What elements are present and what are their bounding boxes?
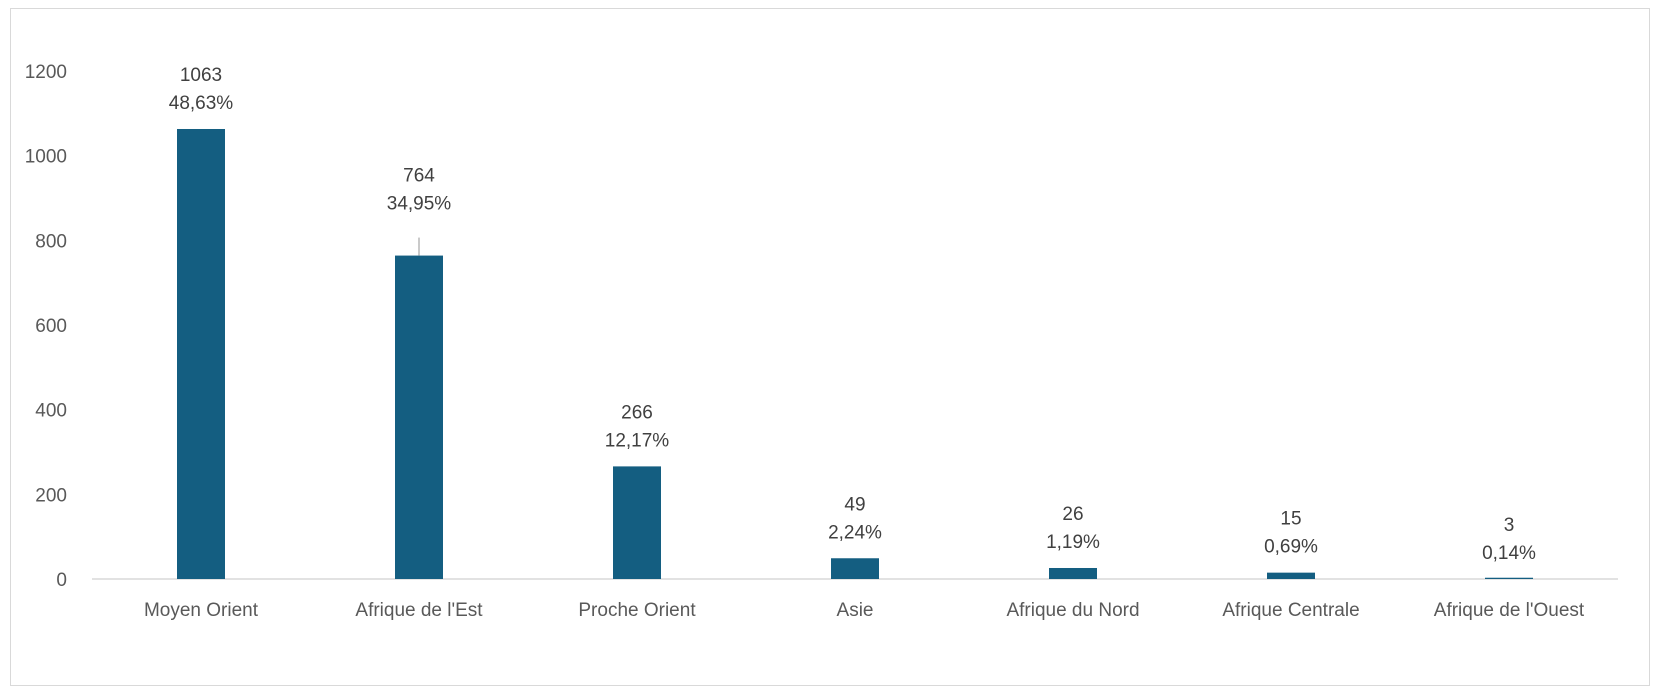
bar [1049, 567, 1097, 579]
bar [1267, 572, 1315, 579]
data-label-percent: 12,17% [605, 430, 670, 451]
data-label-percent: 1,19% [1046, 532, 1100, 553]
data-label-value: 764 [403, 166, 435, 187]
bar [177, 128, 225, 579]
y-tick-label: 400 [35, 401, 67, 422]
bar [395, 255, 443, 579]
data-label-percent: 34,95% [387, 194, 452, 215]
x-category-label: Afrique de l'Ouest [1434, 600, 1585, 621]
x-category-label: Proche Orient [578, 600, 696, 621]
x-category-label: Afrique de l'Est [355, 600, 483, 621]
data-label-percent: 0,14% [1482, 543, 1536, 564]
data-label-percent: 48,63% [169, 93, 234, 114]
data-label-value: 1063 [180, 65, 222, 86]
x-category-label: Afrique Centrale [1222, 600, 1359, 621]
x-category-label: Asie [837, 600, 874, 621]
y-tick-label: 800 [35, 231, 67, 252]
data-label-value: 266 [621, 402, 653, 423]
data-label-value: 26 [1062, 504, 1083, 525]
data-label-percent: 2,24% [828, 522, 882, 543]
chart-frame [10, 8, 1650, 686]
bar [1485, 577, 1533, 579]
y-tick-label: 200 [35, 485, 67, 506]
data-label-value: 3 [1504, 515, 1515, 536]
x-category-label: Moyen Orient [144, 600, 259, 621]
y-tick-label: 600 [35, 316, 67, 337]
y-tick-label: 1000 [25, 147, 67, 168]
y-tick-label: 0 [56, 570, 67, 591]
bar [613, 466, 661, 579]
data-label-value: 49 [844, 494, 865, 515]
data-label-value: 15 [1280, 509, 1301, 530]
bar [831, 558, 879, 579]
data-label-percent: 0,69% [1264, 537, 1318, 558]
x-category-label: Afrique du Nord [1006, 600, 1139, 621]
y-tick-label: 1200 [25, 62, 67, 83]
